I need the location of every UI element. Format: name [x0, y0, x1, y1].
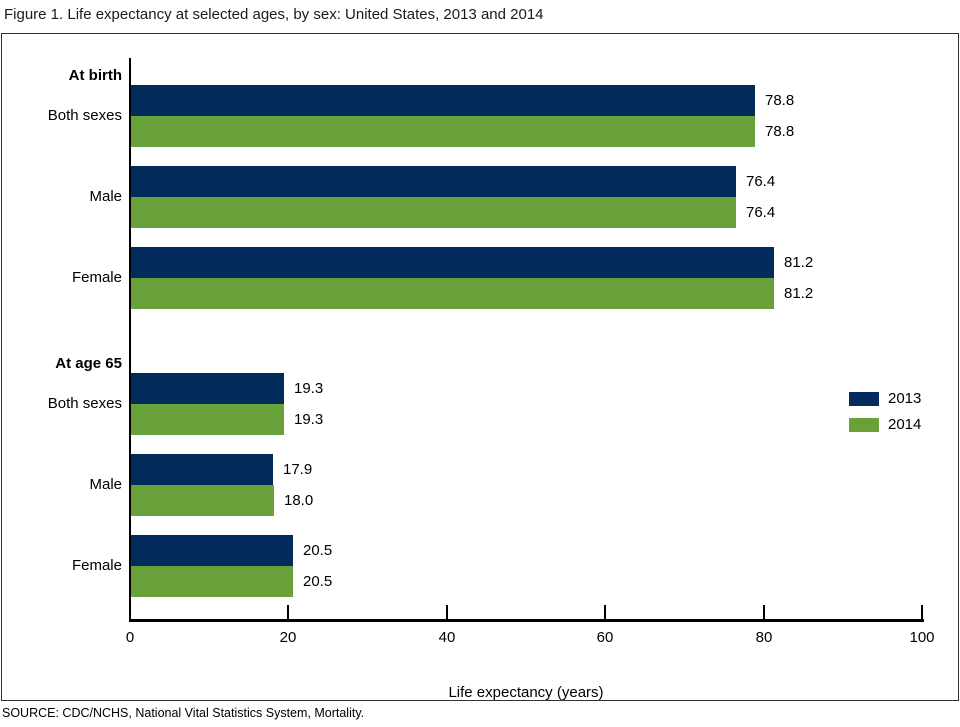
source-note: SOURCE: CDC/NCHS, National Vital Statist… [2, 706, 365, 720]
y-axis-line [129, 58, 131, 622]
x-axis-line [129, 619, 924, 622]
bar-2014 [131, 278, 774, 309]
bar-2014 [131, 197, 736, 228]
bar-2013 [131, 166, 736, 197]
bar-2013 [131, 454, 273, 485]
bar-value-label: 20.5 [303, 542, 333, 559]
bar-2014 [131, 485, 274, 516]
x-axis-tick-label: 60 [596, 629, 614, 646]
x-axis-title: Life expectancy (years) [448, 684, 604, 701]
legend-label-2013: 2013 [888, 390, 922, 407]
bar-value-label: 18.0 [284, 492, 314, 509]
bar-value-label: 20.5 [303, 573, 333, 590]
category-label: Female [71, 557, 122, 574]
x-axis-tick-label: 80 [755, 629, 773, 646]
bar-2013 [131, 535, 293, 566]
bar-value-label: 78.8 [765, 123, 795, 140]
group-label: At birth [68, 67, 122, 84]
x-axis-tick-label: 0 [125, 629, 135, 646]
x-axis-tick [604, 605, 606, 619]
category-label: Female [71, 269, 122, 286]
category-label: Male [89, 476, 122, 493]
bar-2014 [131, 116, 755, 147]
x-axis-tick-label: 40 [438, 629, 456, 646]
bar-value-label: 81.2 [784, 285, 814, 302]
x-axis-tick-label: 20 [279, 629, 297, 646]
bar-value-label: 17.9 [283, 461, 313, 478]
x-axis-tick [287, 605, 289, 619]
bar-2013 [131, 247, 774, 278]
bar-value-label: 76.4 [746, 173, 776, 190]
bar-2013 [131, 373, 284, 404]
plot-area: 0 20 40 60 80 100 At birth Both sexes 78.8 78.8 Ma… [2, 34, 958, 700]
x-axis-tick [129, 605, 131, 619]
group-label: At age 65 [55, 355, 122, 372]
bar-2013 [131, 85, 755, 116]
bar-value-label: 19.3 [294, 380, 324, 397]
bar-value-label: 19.3 [294, 411, 324, 428]
bar-2014 [131, 566, 293, 597]
bar-value-label: 81.2 [784, 254, 814, 271]
bar-value-label: 78.8 [765, 92, 795, 109]
legend-swatch-2014 [849, 418, 879, 432]
category-label: Male [89, 188, 122, 205]
bar-2014 [131, 404, 284, 435]
category-label: Both sexes [47, 395, 122, 412]
category-label: Both sexes [47, 107, 122, 124]
figure-title: Figure 1. Life expectancy at selected ag… [4, 6, 544, 23]
legend-label-2014: 2014 [888, 416, 922, 433]
legend-swatch-2013 [849, 392, 879, 406]
x-axis-tick [921, 605, 923, 619]
x-axis-tick-label: 100 [909, 629, 935, 646]
x-axis-tick [446, 605, 448, 619]
x-axis-tick [763, 605, 765, 619]
chart-area: 0 20 40 60 80 100 At birth Both sexes 78.8 78.8 Ma… [1, 33, 959, 701]
bar-value-label: 76.4 [746, 204, 776, 221]
